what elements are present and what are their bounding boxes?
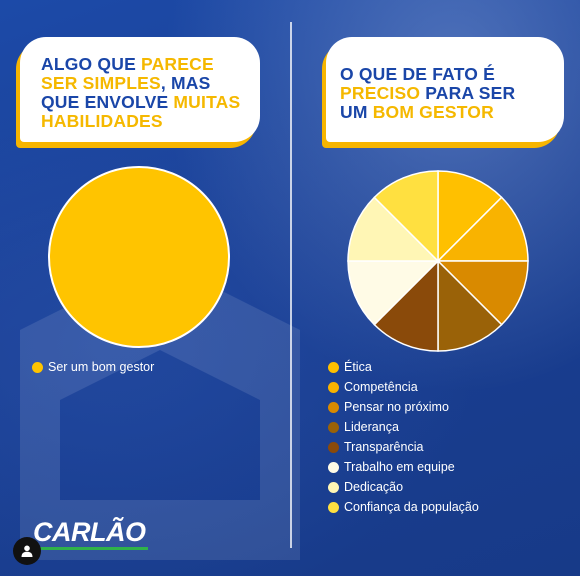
legend-label: Transparência [344, 440, 424, 454]
title-text: ALGO QUE [41, 54, 141, 74]
pie-slice-ser-um-bom-gestor [48, 166, 230, 348]
legend-label: Ética [344, 360, 372, 374]
panel-divider [290, 22, 292, 548]
legend-swatch [328, 461, 339, 473]
legend-swatch [328, 381, 339, 393]
user-button[interactable] [13, 537, 41, 565]
brand-logo: CARLÃO [33, 517, 146, 547]
right-title: O QUE DE FATO É PRECISO PARA SER UM BOM GE… [340, 65, 564, 122]
legend-label: Competência [344, 380, 418, 394]
pie-chart-right [347, 170, 529, 352]
title-line: O QUE DE FATO É [340, 65, 564, 84]
brand-underline [33, 547, 148, 550]
title-text: UM [340, 102, 373, 122]
left-title-card: ALGO QUE PARECE SER SIMPLES, MAS QUE ENVOL… [20, 37, 260, 142]
legend-left: Ser um bom gestor [32, 357, 154, 377]
title-line: PRECISO PARA SER [340, 84, 564, 103]
title-highlight: SER SIMPLES [41, 73, 161, 93]
title-highlight: PRECISO [340, 83, 421, 103]
legend-item: Competência [328, 377, 479, 397]
legend-item: Liderança [328, 417, 479, 437]
left-title: ALGO QUE PARECE SER SIMPLES, MAS QUE ENVOL… [41, 55, 260, 131]
pie-slice-4 [437, 259, 503, 352]
legend-swatch [32, 361, 43, 373]
legend-swatch [328, 481, 339, 493]
pie-chart-left [48, 166, 230, 348]
title-line: HABILIDADES [41, 112, 260, 131]
title-line: ALGO QUE PARECE [41, 55, 260, 74]
legend-swatch [328, 421, 339, 433]
legend-item: Ser um bom gestor [32, 357, 154, 377]
right-title-card: O QUE DE FATO É PRECISO PARA SER UM BOM GE… [326, 37, 564, 142]
legend-label: Liderança [344, 420, 399, 434]
legend-label: Ser um bom gestor [48, 360, 155, 374]
legend-item: Pensar no próximo [328, 397, 479, 417]
pie-slice-6 [347, 260, 440, 326]
legend-swatch [328, 441, 339, 453]
pie-slice-1 [437, 170, 503, 263]
pie-slice-8 [373, 170, 439, 263]
legend-swatch [328, 501, 339, 513]
legend-item: Trabalho em equipe [328, 457, 479, 477]
legend-swatch [328, 361, 339, 373]
title-text: O QUE DE FATO É [340, 64, 496, 84]
legend-label: Confiança da população [344, 500, 479, 514]
title-text: QUE ENVOLVE [41, 92, 174, 112]
title-text: PARA SER [420, 83, 516, 103]
legend-item: Transparência [328, 437, 479, 457]
pie-slice-5 [373, 259, 439, 352]
legend-label: Trabalho em equipe [344, 460, 455, 474]
legend-label: Pensar no próximo [344, 400, 449, 414]
title-highlight: MUITAS [173, 92, 241, 112]
legend-item: Dedicação [328, 477, 479, 497]
title-line: UM BOM GESTOR [340, 103, 564, 122]
legend-swatch [328, 401, 339, 413]
title-highlight: HABILIDADES [41, 111, 163, 131]
title-text: , MAS [160, 73, 211, 93]
legend-label: Dedicação [344, 480, 404, 494]
title-highlight: PARECE [141, 54, 214, 74]
title-line: SER SIMPLES, MAS [41, 74, 260, 93]
pie-slice-2 [436, 196, 529, 262]
user-icon [21, 545, 33, 557]
title-line: QUE ENVOLVE MUITAS [41, 93, 260, 112]
legend-item: Confiança da população [328, 497, 479, 517]
pie-slice-3 [436, 260, 529, 326]
title-highlight: BOM GESTOR [372, 102, 494, 122]
legend-right: Ética Competência Pensar no próximo Lideran… [328, 357, 479, 517]
pie-slice-7 [347, 196, 440, 262]
legend-item: Ética [328, 357, 479, 377]
